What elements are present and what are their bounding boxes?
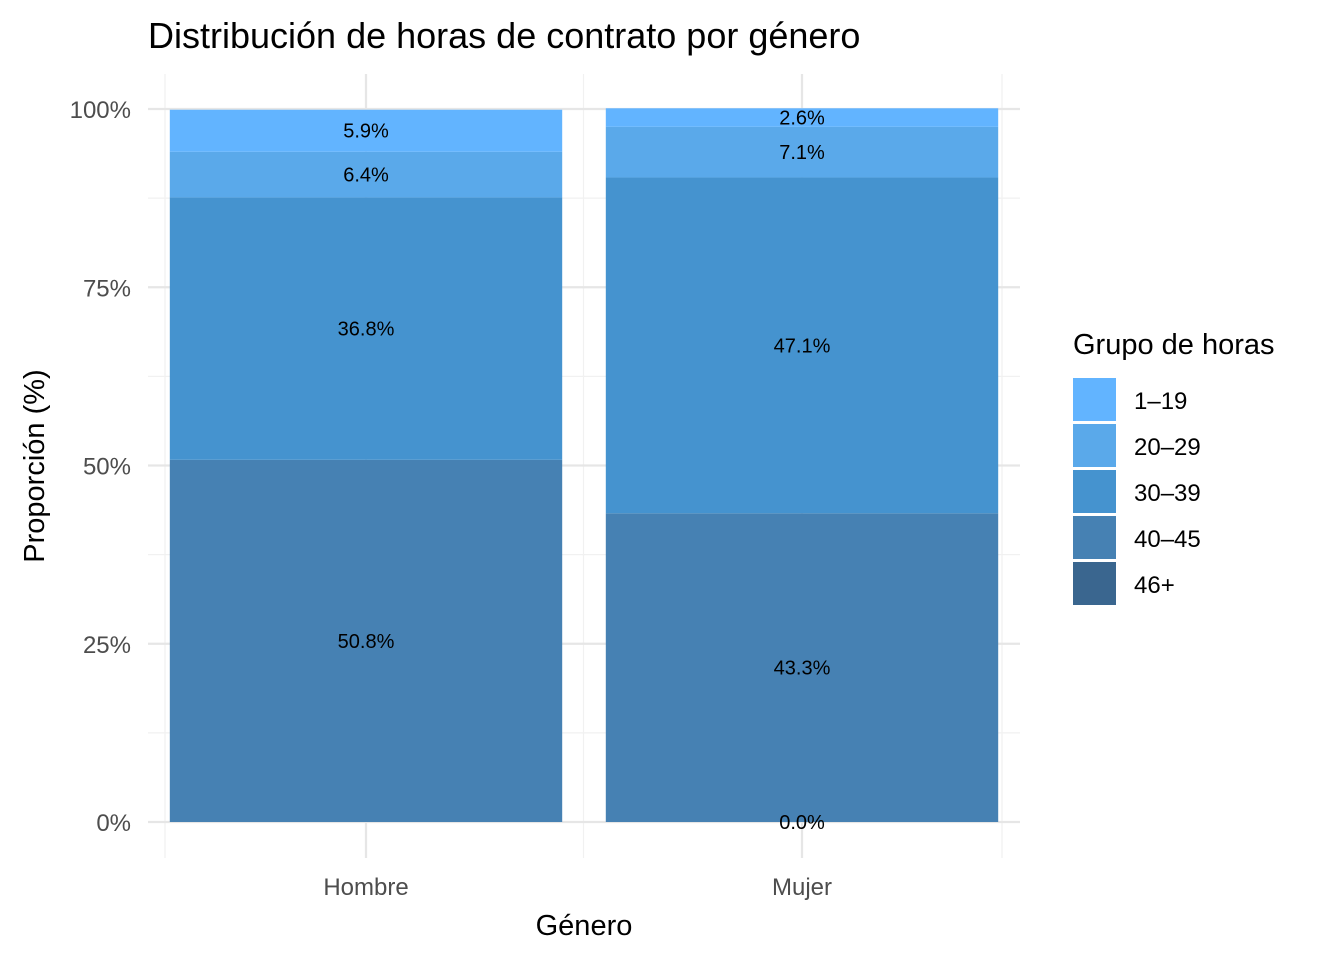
bar-segment	[169, 151, 563, 198]
legend-swatch	[1073, 562, 1116, 605]
legend-label: 1–19	[1134, 388, 1187, 415]
bar-segment	[605, 126, 999, 178]
legend-label: 46+	[1134, 572, 1175, 599]
bar-segment	[169, 459, 563, 822]
data-label: 2.6%	[779, 108, 825, 130]
data-label: 0.0%	[779, 812, 825, 834]
x-tick-label: Hombre	[323, 874, 408, 901]
legend-swatch	[1073, 470, 1116, 513]
legend-swatch	[1073, 378, 1116, 421]
data-label: 50.8%	[338, 631, 395, 653]
x-tick-label: Mujer	[772, 874, 832, 901]
y-tick-label: 100%	[70, 97, 131, 124]
legend-swatch	[1073, 424, 1116, 467]
axes: 0% 25% 50% 75% 100% Hombre Mujer	[70, 97, 832, 901]
y-axis-title: Proporción (%)	[19, 369, 51, 562]
chart-title: Distribución de horas de contrato por gé…	[148, 15, 860, 56]
legend-label: 20–29	[1134, 434, 1201, 461]
legend: Grupo de horas 1–19 20–29 30–39 40–45 46+	[1073, 329, 1275, 605]
bar-segment	[169, 197, 563, 460]
bar-segment	[605, 177, 999, 514]
data-label: 7.1%	[779, 142, 825, 164]
legend-title: Grupo de horas	[1073, 329, 1275, 361]
y-tick-label: 25%	[83, 632, 131, 659]
legend-label: 30–39	[1134, 480, 1201, 507]
bar-segment	[605, 108, 999, 127]
data-label: 47.1%	[774, 335, 831, 357]
data-label: 5.9%	[343, 121, 389, 143]
bar-segment	[605, 513, 999, 822]
y-tick-label: 75%	[83, 275, 131, 302]
y-tick-label: 50%	[83, 454, 131, 481]
data-label: 43.3%	[774, 658, 831, 680]
data-label: 6.4%	[343, 165, 389, 187]
bars	[169, 108, 999, 822]
x-axis-title: Género	[536, 910, 633, 942]
legend-label: 40–45	[1134, 526, 1201, 553]
data-label: 36.8%	[338, 319, 395, 341]
bar-segment	[169, 109, 563, 152]
data-labels: 50.8% 36.8% 6.4% 5.9% 0.0% 43.3% 47.1% 7.1% 2.6%	[338, 108, 831, 834]
legend-swatch	[1073, 516, 1116, 559]
y-tick-label: 0%	[96, 810, 131, 837]
